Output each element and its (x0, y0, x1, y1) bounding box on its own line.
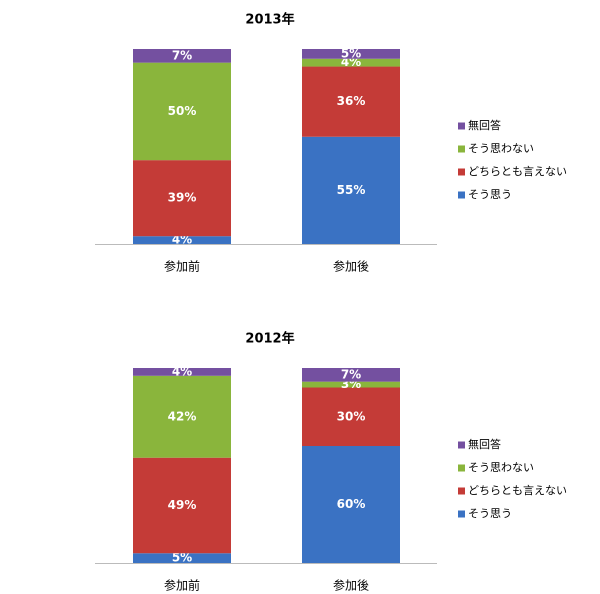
data-label: 49% (168, 498, 197, 512)
chart-title: 2013年 (245, 12, 294, 28)
data-label: 4% (172, 364, 192, 378)
data-label: 5% (172, 551, 192, 565)
bar-segment (133, 457, 231, 554)
bar-segment (302, 381, 400, 388)
data-label: 50% (168, 104, 197, 118)
legend-swatch (458, 145, 465, 153)
bar-segment (302, 58, 400, 67)
bar-segment (133, 236, 231, 244)
bar-segment (133, 160, 231, 237)
legend-swatch (458, 441, 465, 449)
data-label: 30% (337, 409, 366, 423)
legend-label: そう思わない (468, 142, 534, 155)
data-label: 7% (172, 48, 192, 62)
legend-swatch (458, 464, 465, 472)
bar-segment (133, 368, 231, 376)
legend-label: そう思う (468, 188, 512, 201)
x-tick-label: 参加前 (164, 578, 200, 593)
bar-segment (302, 66, 400, 137)
data-label: 55% (337, 183, 366, 197)
legend-swatch (458, 510, 465, 518)
legend-swatch (458, 122, 465, 130)
bar-segment (133, 49, 231, 63)
legend-swatch (458, 168, 465, 176)
bar-segment (133, 62, 231, 161)
bar-segment (302, 368, 400, 382)
x-tick-label: 参加後 (333, 578, 369, 593)
data-label: 39% (168, 191, 197, 205)
bar-segment (302, 446, 400, 563)
x-tick-label: 参加前 (164, 259, 200, 274)
bar-segment (133, 375, 231, 458)
legend-label: そう思う (468, 507, 512, 520)
legend-swatch (458, 487, 465, 495)
data-label: 60% (337, 497, 366, 511)
chart-title: 2012年 (245, 331, 294, 347)
data-label: 7% (341, 367, 361, 381)
legend-label: どちらとも言えない (468, 484, 567, 497)
legend-label: どちらとも言えない (468, 165, 567, 178)
data-label: 5% (341, 46, 361, 60)
bar-segment (302, 136, 400, 244)
data-label: 36% (337, 94, 366, 108)
legend-label: 無回答 (468, 118, 501, 132)
data-label: 42% (168, 409, 197, 423)
x-tick-label: 参加後 (333, 259, 369, 274)
bar-segment (302, 49, 400, 59)
legend-label: そう思わない (468, 461, 534, 474)
legend-swatch (458, 191, 465, 199)
bar-segment (302, 387, 400, 446)
bar-segment (133, 553, 231, 563)
legend-label: 無回答 (468, 437, 501, 451)
